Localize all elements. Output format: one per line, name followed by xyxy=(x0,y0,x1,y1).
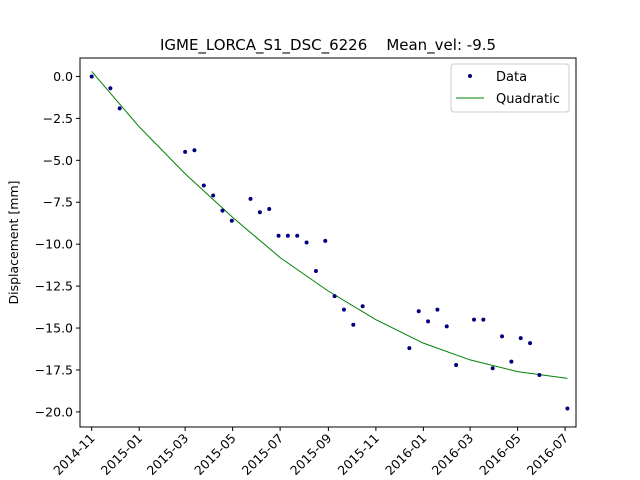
y-tick-label: −10.0 xyxy=(35,237,73,252)
data-point xyxy=(323,238,328,243)
x-tick-label: 2015-03 xyxy=(144,431,192,479)
legend-box xyxy=(450,63,570,113)
y-tick-label: −5.0 xyxy=(43,153,73,168)
plot-area xyxy=(80,58,576,427)
data-point xyxy=(341,307,346,312)
data-point xyxy=(565,406,570,411)
x-tick-label: 2015-07 xyxy=(239,431,287,479)
data-point xyxy=(472,317,476,322)
data-point xyxy=(444,324,449,329)
plot-frame xyxy=(79,57,577,428)
data-point xyxy=(276,233,281,238)
y-tick-label: −15.0 xyxy=(35,321,73,336)
x-tick-label: 2016-03 xyxy=(429,431,477,479)
data-point xyxy=(426,319,431,324)
data-point xyxy=(201,183,206,188)
x-tick-label: 2016-05 xyxy=(476,431,524,479)
y-tick-label: −7.5 xyxy=(43,195,73,210)
data-point xyxy=(518,336,523,341)
data-point xyxy=(454,362,459,367)
x-tick-label: 2015-01 xyxy=(98,431,146,479)
data-point xyxy=(528,341,533,346)
data-point xyxy=(407,346,412,351)
data-point xyxy=(537,373,542,377)
x-tick-label: 2016-07 xyxy=(524,431,572,479)
data-point xyxy=(183,149,188,154)
x-tick-label: 2016-01 xyxy=(382,431,430,479)
data-point xyxy=(220,208,225,213)
quadratic-fit-line xyxy=(91,71,568,379)
legend-data-marker xyxy=(468,74,472,78)
data-point xyxy=(267,206,272,211)
data-point xyxy=(509,359,514,364)
chart-title: IGME_LORCA_S1_DSC_6226 Mean_vel: -9.5 xyxy=(160,36,496,55)
data-point xyxy=(360,304,365,309)
y-tick-label: −17.5 xyxy=(35,362,73,377)
data-point xyxy=(295,233,300,238)
data-point xyxy=(117,106,122,111)
data-point xyxy=(416,309,421,314)
x-tick-label: 2014-11 xyxy=(50,431,98,479)
x-tick-label: 2015-11 xyxy=(334,431,382,479)
data-point xyxy=(285,233,290,238)
data-point xyxy=(500,334,505,339)
data-point xyxy=(108,86,113,91)
data-point xyxy=(332,294,337,299)
data-point xyxy=(211,193,216,198)
legend: Data Quadratic xyxy=(450,63,570,113)
data-point xyxy=(257,210,262,215)
data-point xyxy=(248,196,253,201)
data-point xyxy=(229,218,234,223)
y-tick-label: 0.0 xyxy=(53,69,73,84)
data-point xyxy=(490,366,495,371)
x-tick-label: 2015-05 xyxy=(191,431,239,479)
data-point xyxy=(192,148,197,153)
y-tick-label: −20.0 xyxy=(35,404,73,419)
legend-data-label: Data xyxy=(496,70,527,85)
data-point xyxy=(89,74,94,79)
y-tick-label: −12.5 xyxy=(35,279,73,294)
y-axis-label: Displacement [mm] xyxy=(6,180,21,304)
y-tick-label: −2.5 xyxy=(43,111,73,126)
data-point xyxy=(351,322,356,327)
legend-quadratic-label: Quadratic xyxy=(496,92,560,107)
data-point xyxy=(304,240,309,245)
x-tick-label: 2015-09 xyxy=(287,430,335,478)
data-point xyxy=(313,269,318,274)
data-point xyxy=(481,317,486,322)
data-point xyxy=(435,307,440,312)
